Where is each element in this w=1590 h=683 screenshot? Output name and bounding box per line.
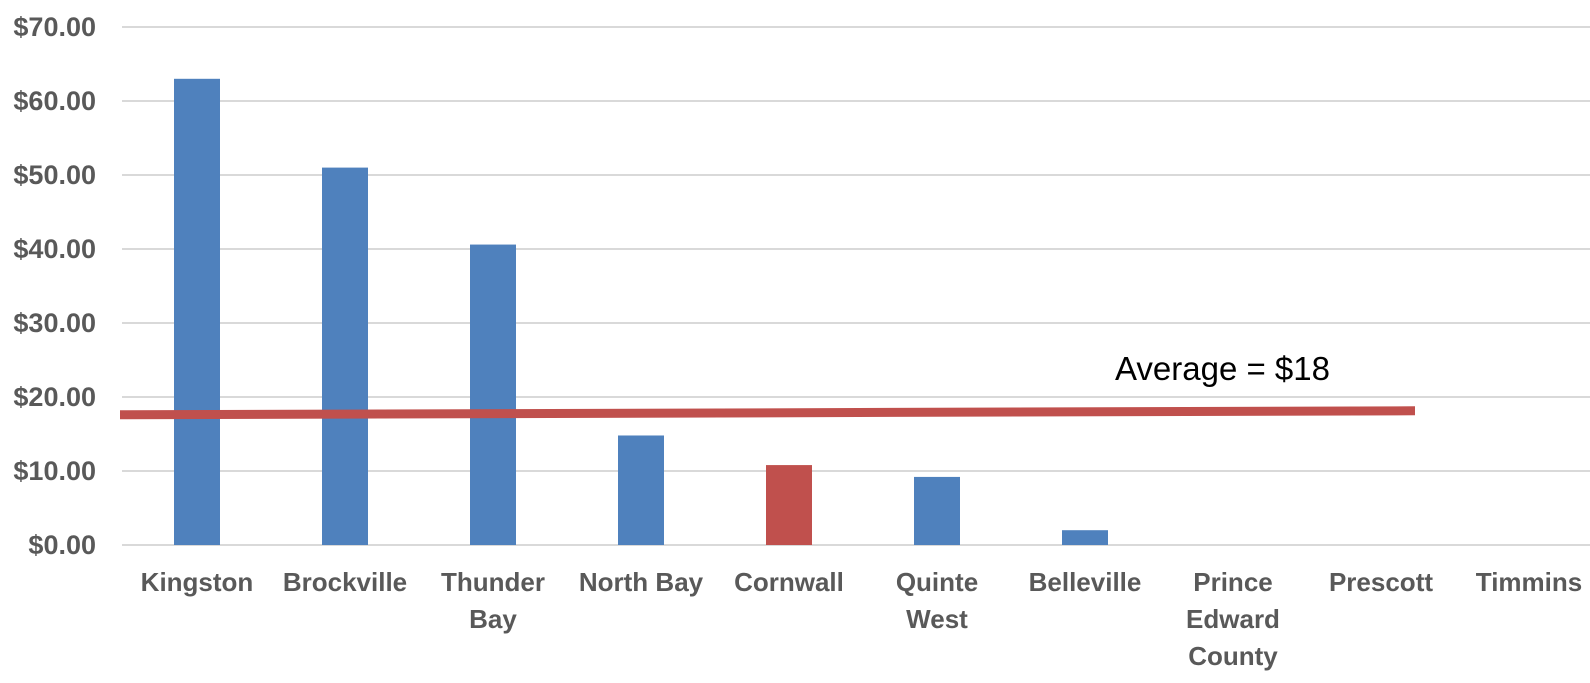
x-tick-label: Kingston [141,567,254,597]
y-tick-label: $70.00 [13,12,96,42]
x-tick-label: Bay [469,604,517,634]
x-tick-label: Prince [1193,567,1273,597]
x-tick-label: Belleville [1029,567,1142,597]
y-tick-label: $20.00 [13,382,96,412]
x-tick-label: Prescott [1329,567,1433,597]
x-tick-label: North Bay [579,567,704,597]
bar [914,476,960,545]
y-axis-ticks: $0.00 $10.00 $20.00 $30.00 $40.00 $50.00 $60.0… [13,12,96,560]
x-tick-label: West [906,604,968,634]
bar [618,435,664,545]
y-tick-label: $0.00 [28,530,96,560]
y-tick-label: $40.00 [13,234,96,264]
y-tick-label: $30.00 [13,308,96,338]
y-tick-label: $10.00 [13,456,96,486]
bar [322,167,368,545]
x-tick-label: Timmins [1476,567,1582,597]
bar [174,78,220,546]
average-line-group: Average = $18 [119,350,1416,420]
x-tick-label: Cornwall [734,567,844,597]
y-tick-label: $50.00 [13,160,96,190]
x-tick-label: Quinte [896,567,978,597]
average-label: Average = $18 [1115,350,1330,387]
bar [1062,530,1108,545]
bars [174,78,1108,546]
x-axis-ticks: Kingston Brockville Thunder Bay North Bay Cor… [141,567,1583,671]
y-tick-label: $60.00 [13,86,96,116]
bar [470,244,516,545]
average-line [119,406,1416,420]
x-tick-label: Brockville [283,567,407,597]
x-tick-label: Thunder [441,567,545,597]
x-tick-label: County [1188,641,1278,671]
bar [766,465,812,545]
x-tick-label: Edward [1186,604,1280,634]
